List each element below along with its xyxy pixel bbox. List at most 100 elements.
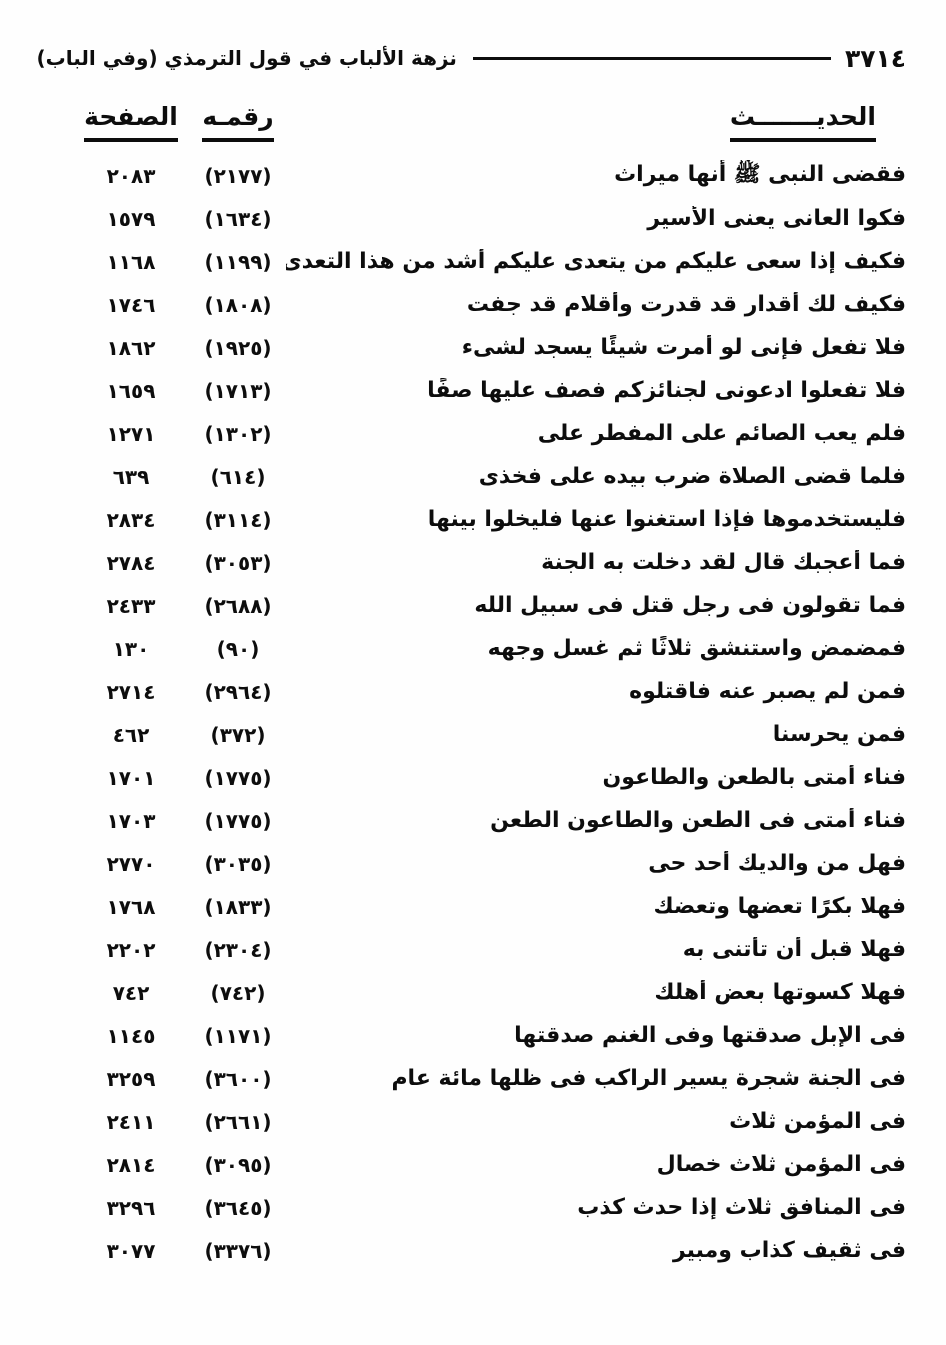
table-row: فهلا كسوتها بعض أهلك (٧٤٢) ٧٤٢	[72, 971, 906, 1014]
hadith-text: فليستخدموها فإذا استغنوا عنها فليخلوا بي…	[427, 507, 906, 532]
hadith-number: (٣٠٥٣)	[204, 550, 272, 575]
page-number-value: ١٢٧١	[106, 421, 156, 446]
column-page-label: الصفحة	[84, 102, 178, 142]
hadith-text: فهلا قبل أن تأتنى به	[682, 937, 906, 962]
page-number-value: ٣٠٧٧	[106, 1238, 156, 1263]
table-row: فكيف لك أقدار قد قدرت وأقلام قد جفت (١٨٠…	[72, 283, 906, 326]
page-number-value: ١١٤٥	[106, 1023, 156, 1048]
folio-number: ٣٧١٤	[844, 43, 906, 73]
table-row: فناء أمتى بالطعن والطاعون (١٧٧٥) ١٧٠١	[72, 756, 906, 799]
page-number-value: ١١٦٨	[106, 249, 156, 274]
hadith-text: فلم يعب الصائم على المفطر على	[537, 421, 906, 446]
page-number-value: ٤٦٢	[112, 722, 150, 747]
page-number-value: ١٧٦٨	[106, 894, 156, 919]
table-row: فلما قضى الصلاة ضرب بيده على فخذى (٦١٤) …	[72, 455, 906, 498]
table-row: فما أعجبك قال لقد دخلت به الجنة (٣٠٥٣) ٢…	[72, 541, 906, 584]
table-row: فهلا قبل أن تأتنى به (٢٣٠٤) ٢٢٠٢	[72, 928, 906, 971]
page-number-value: ١٧٠٣	[106, 808, 156, 833]
hadith-text: فما أعجبك قال لقد دخلت به الجنة	[541, 550, 906, 575]
hadith-text: فما تقولون فى رجل قتل فى سبيل الله	[474, 593, 906, 618]
table-row: فهل من والديك أحد حى (٣٠٣٥) ٢٧٧٠	[72, 842, 906, 885]
table-row: فكيف إذا سعى عليكم من يتعدى عليكم أشد من…	[72, 240, 906, 283]
table-row: فناء أمتى فى الطعن والطاعون الطعن (١٧٧٥)…	[72, 799, 906, 842]
hadith-number: (٦١٤)	[210, 464, 266, 489]
column-hadith-label: الحديـــــــث	[729, 102, 876, 142]
hadith-text: فناء أمتى بالطعن والطاعون	[602, 765, 906, 790]
hadith-number: (١٣٠٢)	[204, 421, 272, 446]
hadith-text: فى المنافق ثلاث إذا حدث كذب	[577, 1195, 906, 1220]
hadith-text: فهلا بكرًا تعضها وتعضك	[653, 894, 906, 919]
hadith-number: (٣٧٢)	[210, 722, 266, 747]
column-hadith: الحديـــــــث	[286, 102, 906, 142]
hadith-number: (١٨٣٣)	[204, 894, 272, 919]
hadith-text: فقضى النبى ﷺ أنها ميراث	[614, 161, 906, 187]
hadith-text: فناء أمتى فى الطعن والطاعون الطعن	[490, 808, 906, 833]
hadith-number: (٣٦٤٥)	[204, 1195, 272, 1220]
hadith-number: (١١٩٩)	[204, 249, 272, 274]
hadith-number: (٩٠)	[216, 636, 260, 661]
table-row: فى ثقيف كذاب ومبير (٣٣٧٦) ٣٠٧٧	[72, 1229, 906, 1272]
hadith-number: (١٧١٣)	[204, 378, 272, 403]
table-row: فلم يعب الصائم على المفطر على (١٣٠٢) ١٢٧…	[72, 412, 906, 455]
hadith-text: فلما قضى الصلاة ضرب بيده على فخذى	[478, 464, 906, 489]
hadith-number: (٣٦٠٠)	[204, 1066, 272, 1091]
hadith-text: فى المؤمن ثلاث خصال	[656, 1152, 906, 1177]
page-number-value: ١٧٠١	[106, 765, 156, 790]
hadith-index-table: فقضى النبى ﷺ أنها ميراث (٢١٧٧) ٢٠٨٣ فكوا…	[72, 154, 906, 1272]
hadith-text: فهلا كسوتها بعض أهلك	[654, 980, 906, 1005]
hadith-text: فهل من والديك أحد حى	[648, 851, 906, 876]
hadith-number: (٢١٧٧)	[204, 163, 272, 188]
column-number: رقمـه	[190, 102, 286, 142]
hadith-number: (١٧٧٥)	[204, 765, 272, 790]
page-number-value: ٣٢٥٩	[106, 1066, 156, 1091]
hadith-number: (٢٣٠٤)	[204, 937, 272, 962]
book-title: نزهة الألباب في قول الترمذي (وفي الباب)	[36, 46, 457, 70]
table-row: فكوا العانى يعنى الأسير (١٦٣٤) ١٥٧٩	[72, 197, 906, 240]
page-number-value: ٢٤٣٣	[106, 593, 156, 618]
page-number-value: ٢٨١٤	[106, 1152, 156, 1177]
page-number-value: ١٣٠	[112, 636, 150, 661]
page-number-value: ٢٢٠٢	[106, 937, 156, 962]
table-row: فليستخدموها فإذا استغنوا عنها فليخلوا بي…	[72, 498, 906, 541]
page-number-value: ٢٠٨٣	[106, 163, 156, 188]
table-row: فى المؤمن ثلاث (٢٦٦١) ٢٤١١	[72, 1100, 906, 1143]
page-number-value: ١٥٧٩	[106, 206, 156, 231]
hadith-number: (٢٦٦١)	[204, 1109, 272, 1134]
table-row: فمضمض واستنشق ثلاثًا ثم غسل وجهه (٩٠) ١٣…	[72, 627, 906, 670]
column-headers: الحديـــــــث رقمـه الصفحة	[72, 102, 906, 142]
hadith-text: فى الجنة شجرة يسير الراكب فى ظلها مائة ع…	[391, 1066, 906, 1091]
column-number-label: رقمـه	[202, 102, 274, 142]
table-row: فقضى النبى ﷺ أنها ميراث (٢١٧٧) ٢٠٨٣	[72, 154, 906, 197]
table-row: فى الإبل صدقتها وفى الغنم صدقتها (١١٧١) …	[72, 1014, 906, 1057]
table-row: فلا تفعلوا ادعونى لجنائزكم فصف عليها صفً…	[72, 369, 906, 412]
page-number-value: ٢٨٣٤	[106, 507, 156, 532]
table-row: فى المنافق ثلاث إذا حدث كذب (٣٦٤٥) ٣٢٩٦	[72, 1186, 906, 1229]
table-row: فى المؤمن ثلاث خصال (٣٠٩٥) ٢٨١٤	[72, 1143, 906, 1186]
column-page: الصفحة	[72, 102, 190, 142]
page-number-value: ٧٤٢	[112, 980, 150, 1005]
page-number-value: ٦٣٩	[112, 464, 150, 489]
table-row: فمن يحرسنا (٣٧٢) ٤٦٢	[72, 713, 906, 756]
page-number-value: ٢٧١٤	[106, 679, 156, 704]
hadith-text: فمن لم يصبر عنه فاقتلوه	[629, 679, 906, 704]
page-number-value: ٣٢٩٦	[106, 1195, 156, 1220]
hadith-text: فكيف لك أقدار قد قدرت وأقلام قد جفت	[466, 292, 906, 317]
hadith-text: فكوا العانى يعنى الأسير	[647, 206, 906, 231]
hadith-number: (٢٩٦٤)	[204, 679, 272, 704]
hadith-number: (٣١١٤)	[204, 507, 272, 532]
hadith-text: فكيف إذا سعى عليكم من يتعدى عليكم أشد من…	[286, 249, 906, 274]
table-row: فما تقولون فى رجل قتل فى سبيل الله (٢٦٨٨…	[72, 584, 906, 627]
hadith-text: فى الإبل صدقتها وفى الغنم صدقتها	[514, 1023, 906, 1048]
hadith-number: (٣٠٣٥)	[204, 851, 272, 876]
header-rule	[472, 56, 831, 60]
hadith-number: (٢٦٨٨)	[204, 593, 272, 618]
page-number-value: ٢٧٨٤	[106, 550, 156, 575]
hadith-number: (١٧٧٥)	[204, 808, 272, 833]
hadith-text: فلا تفعل فإنى لو أمرت شيئًا يسجد لشىء	[461, 335, 906, 360]
hadith-number: (١٨٠٨)	[204, 292, 272, 317]
table-row: فى الجنة شجرة يسير الراكب فى ظلها مائة ع…	[72, 1057, 906, 1100]
hadith-text: فمضمض واستنشق ثلاثًا ثم غسل وجهه	[487, 636, 906, 661]
hadith-number: (١٦٣٤)	[204, 206, 272, 231]
hadith-text: فمن يحرسنا	[772, 722, 906, 747]
